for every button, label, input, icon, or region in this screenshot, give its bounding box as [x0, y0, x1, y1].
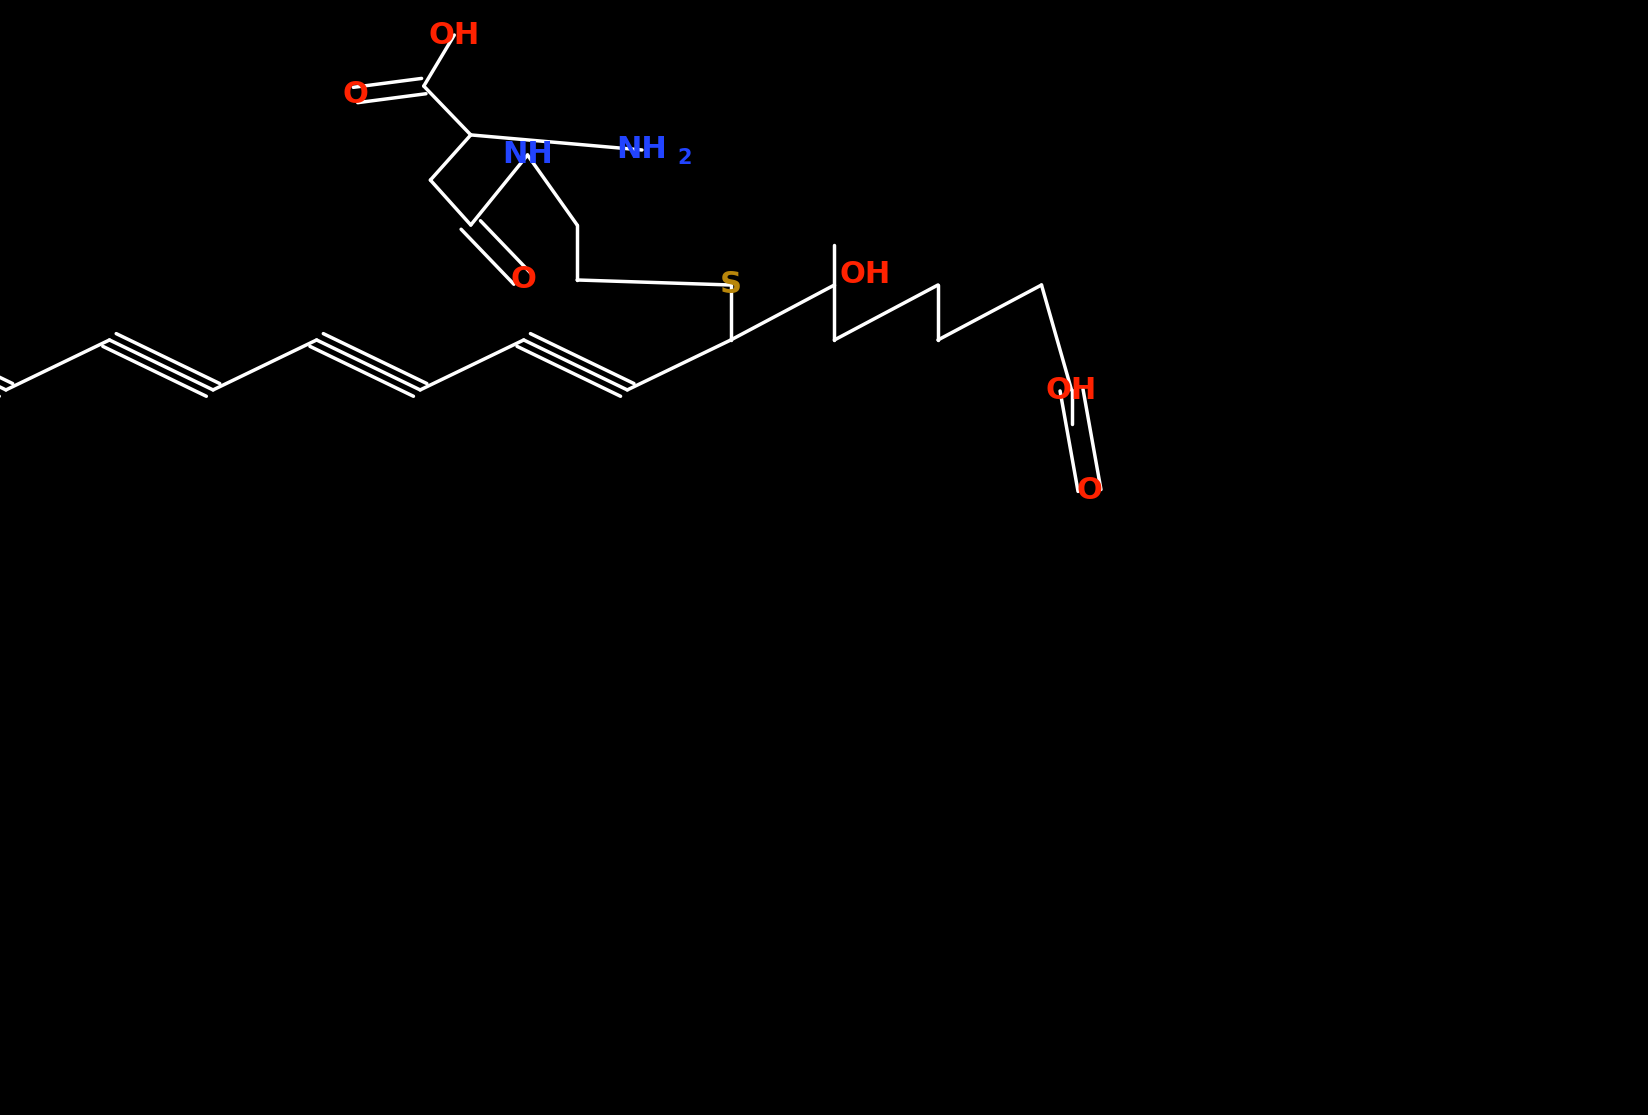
- Text: 2: 2: [677, 147, 692, 167]
- Text: O: O: [343, 80, 368, 109]
- Text: S: S: [720, 271, 742, 300]
- Text: OH: OH: [1045, 376, 1096, 405]
- Text: OH: OH: [839, 261, 890, 290]
- Text: O: O: [1076, 476, 1103, 505]
- Text: NH: NH: [616, 135, 667, 165]
- Text: OH: OH: [428, 20, 480, 49]
- Text: NH: NH: [503, 140, 552, 169]
- Text: O: O: [511, 265, 536, 294]
